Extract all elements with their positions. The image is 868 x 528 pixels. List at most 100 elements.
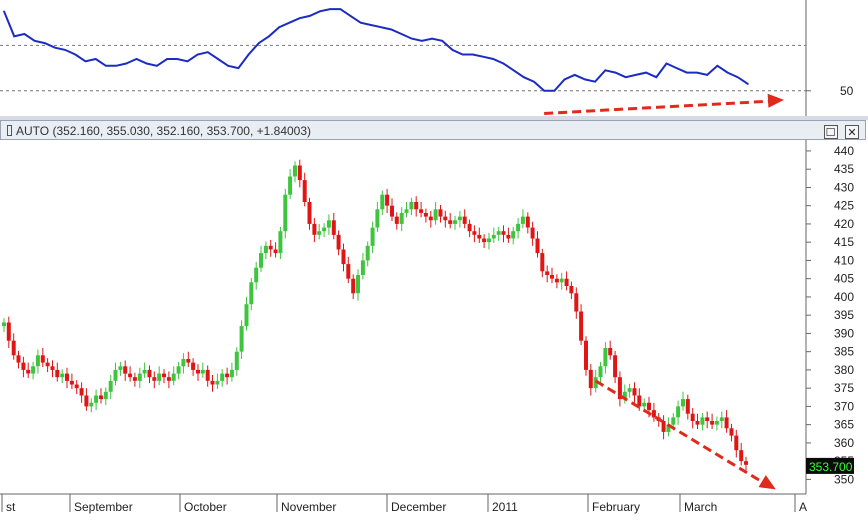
candle-body: [423, 213, 428, 217]
candle-body: [491, 234, 496, 239]
candle-body: [50, 366, 55, 370]
candle-body: [79, 388, 84, 396]
indicator-point: [390, 28, 393, 31]
candle-body: [719, 417, 724, 421]
candle-body: [744, 461, 748, 465]
candle-body: [516, 223, 521, 232]
indicator-point: [207, 51, 209, 53]
candle-body: [60, 373, 65, 378]
candle-body: [326, 220, 331, 228]
candle-body: [244, 304, 249, 327]
candle-body: [162, 373, 166, 378]
candle-body: [511, 231, 516, 239]
candle-body: [477, 234, 482, 239]
maximize-icon[interactable]: ☐: [823, 125, 838, 139]
indicator-point: [339, 8, 342, 10]
candle-body: [681, 399, 685, 407]
candle-body: [540, 253, 545, 272]
close-icon[interactable]: ✕: [845, 125, 859, 139]
candle-body: [69, 380, 74, 385]
indicator-point: [604, 69, 607, 72]
indicator-point: [247, 53, 250, 56]
indicator-point: [645, 71, 647, 74]
indicator-point: [533, 80, 535, 83]
indicator-point: [472, 53, 474, 56]
candle-body: [700, 417, 705, 425]
candle-body: [331, 220, 336, 235]
candle-body: [137, 373, 142, 381]
candle-body: [380, 194, 385, 210]
candle-body: [249, 282, 254, 305]
candle-body: [234, 351, 239, 370]
candle-body: [613, 355, 618, 378]
time-tick-label-8: A: [799, 500, 807, 514]
indicator-point: [482, 55, 484, 58]
candle-body: [666, 424, 671, 432]
candle-body: [409, 202, 414, 210]
candle-body: [346, 264, 351, 279]
price-tick-label-360: 360: [834, 436, 854, 450]
candle-body: [259, 253, 263, 268]
candle-body: [26, 369, 31, 374]
candle-body: [21, 362, 26, 370]
indicator-point: [278, 26, 281, 29]
candle-body: [559, 278, 564, 283]
candle-body: [341, 249, 346, 265]
candle-body: [35, 355, 40, 367]
candle-body: [11, 340, 16, 356]
price-tick-label-390: 390: [834, 326, 854, 340]
chart-window-titlebar[interactable]: AUTO (352.160, 355.030, 352.160, 353.700…: [0, 120, 866, 140]
candle-body: [734, 435, 739, 451]
indicator-point: [319, 10, 321, 13]
last-price-label: 353.700: [809, 460, 853, 474]
indicator-point: [523, 76, 525, 78]
candle-body: [176, 366, 181, 374]
candle-body: [574, 293, 579, 312]
candle-body: [55, 369, 60, 378]
indicator-point: [125, 62, 128, 65]
indicator-panel: 50: [0, 0, 868, 118]
price-tick-label-420: 420: [834, 217, 854, 231]
candle-body: [45, 362, 50, 367]
candle-body: [84, 395, 89, 407]
indicator-trend-arrow: [544, 99, 777, 115]
indicator-point: [502, 62, 505, 65]
indicator-point: [196, 53, 199, 56]
indicator-point: [594, 80, 596, 83]
candle-body: [588, 369, 593, 389]
indicator-point: [512, 69, 515, 72]
candle-body: [317, 231, 322, 235]
candle-body: [99, 395, 103, 400]
indicator-tick-label-50: 50: [840, 84, 854, 98]
candle-body: [225, 373, 230, 378]
indicator-point: [737, 76, 739, 78]
candle-body: [608, 348, 613, 356]
indicator-point: [410, 37, 413, 40]
candle-body: [448, 220, 453, 224]
time-tick-label-5: 2011: [492, 500, 518, 514]
candle-body: [506, 234, 511, 239]
time-tick-label-7: March: [684, 500, 717, 514]
time-tick-label-4: December: [391, 500, 446, 514]
indicator-point: [716, 65, 719, 67]
candle-body: [132, 377, 137, 381]
candle-body: [200, 369, 205, 374]
price-tick-label-410: 410: [834, 253, 854, 267]
indicator-point: [227, 65, 229, 67]
indicator-point: [543, 90, 545, 92]
price-tick-label-385: 385: [834, 345, 854, 359]
indicator-point: [298, 17, 301, 20]
candle-body: [191, 362, 196, 370]
indicator-point: [268, 35, 270, 38]
price-tick-label-425: 425: [834, 199, 854, 213]
candle-body: [239, 326, 244, 352]
candle-body: [453, 220, 457, 224]
candle-body: [215, 380, 220, 385]
panel-divider[interactable]: [0, 116, 868, 120]
candle-body: [443, 216, 448, 221]
indicator-point: [431, 37, 433, 40]
candle-body: [550, 275, 554, 279]
candle-body: [603, 348, 608, 367]
indicator-point: [135, 58, 138, 60]
indicator-point: [23, 33, 26, 35]
